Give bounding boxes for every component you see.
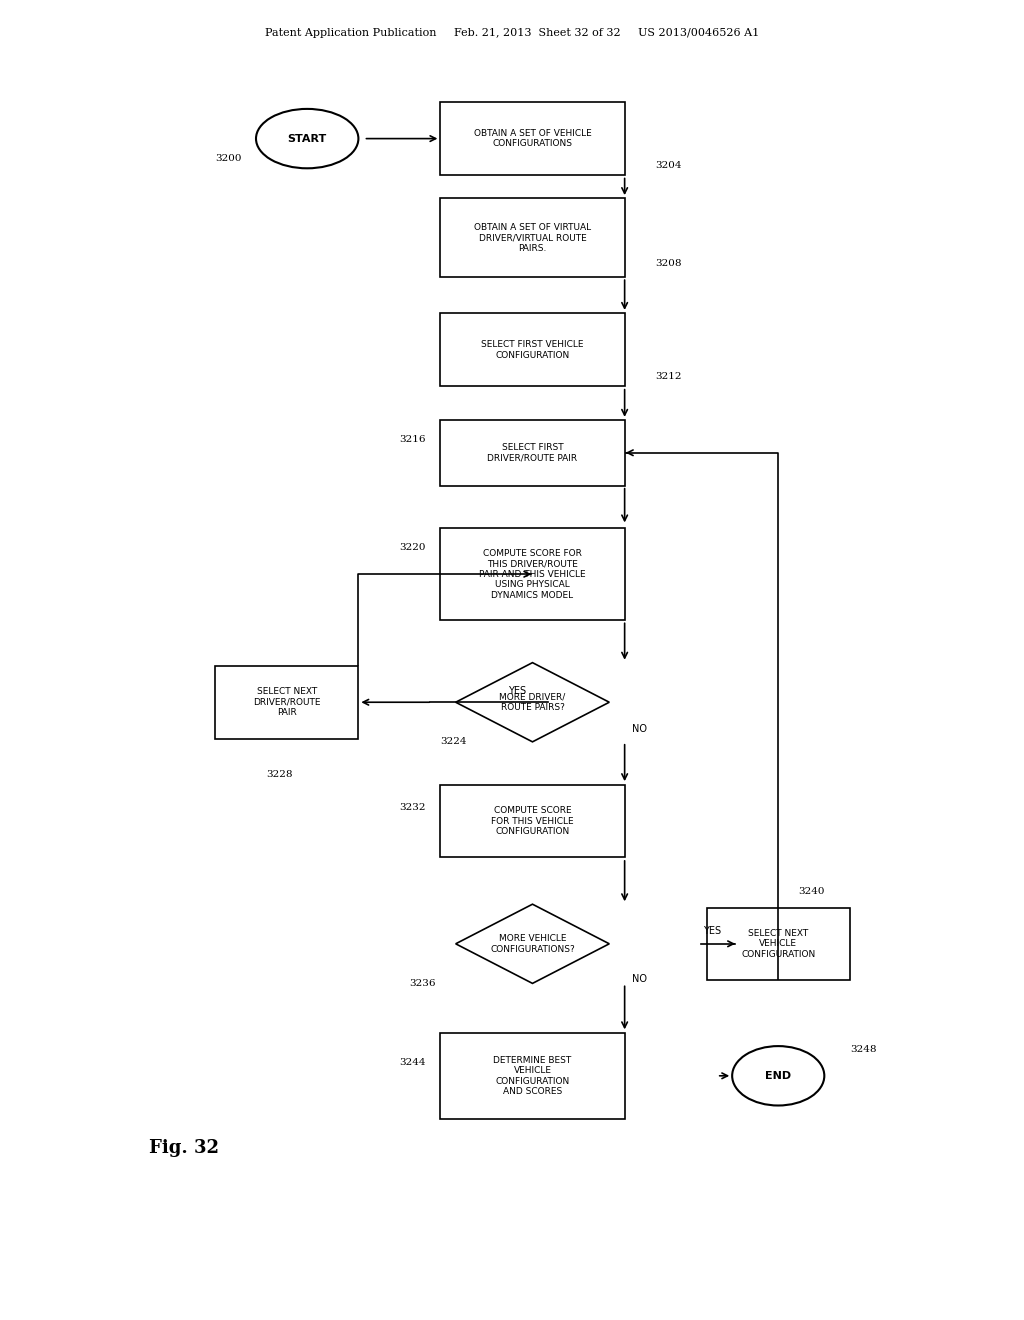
FancyBboxPatch shape	[440, 420, 625, 486]
Text: Patent Application Publication     Feb. 21, 2013  Sheet 32 of 32     US 2013/004: Patent Application Publication Feb. 21, …	[265, 28, 759, 38]
Text: 3240: 3240	[799, 887, 825, 895]
FancyBboxPatch shape	[215, 667, 358, 739]
Text: OBTAIN A SET OF VEHICLE
CONFIGURATIONS: OBTAIN A SET OF VEHICLE CONFIGURATIONS	[474, 129, 591, 148]
Text: 3200: 3200	[215, 154, 242, 162]
Text: MORE DRIVER/
ROUTE PAIRS?: MORE DRIVER/ ROUTE PAIRS?	[500, 693, 565, 711]
Text: 3224: 3224	[440, 738, 467, 746]
Text: 3204: 3204	[655, 161, 682, 169]
Text: 3228: 3228	[266, 771, 293, 779]
FancyBboxPatch shape	[440, 103, 625, 174]
Text: NO: NO	[632, 723, 647, 734]
FancyBboxPatch shape	[440, 313, 625, 385]
FancyBboxPatch shape	[440, 198, 625, 277]
Text: 3236: 3236	[410, 979, 436, 987]
Ellipse shape	[256, 108, 358, 168]
Text: DETERMINE BEST
VEHICLE
CONFIGURATION
AND SCORES: DETERMINE BEST VEHICLE CONFIGURATION AND…	[494, 1056, 571, 1096]
FancyBboxPatch shape	[707, 908, 850, 979]
Text: START: START	[288, 133, 327, 144]
Text: 3208: 3208	[655, 260, 682, 268]
Text: 3244: 3244	[399, 1059, 426, 1067]
Text: SELECT FIRST VEHICLE
CONFIGURATION: SELECT FIRST VEHICLE CONFIGURATION	[481, 341, 584, 359]
Text: 3216: 3216	[399, 436, 426, 444]
Text: 3212: 3212	[655, 372, 682, 380]
Text: OBTAIN A SET OF VIRTUAL
DRIVER/VIRTUAL ROUTE
PAIRS.: OBTAIN A SET OF VIRTUAL DRIVER/VIRTUAL R…	[474, 223, 591, 252]
Text: END: END	[765, 1071, 792, 1081]
Text: 3248: 3248	[850, 1045, 877, 1053]
Text: 3220: 3220	[399, 544, 426, 552]
Polygon shape	[456, 904, 609, 983]
Ellipse shape	[732, 1045, 824, 1106]
Text: Fig. 32: Fig. 32	[150, 1139, 219, 1158]
Text: COMPUTE SCORE FOR
THIS DRIVER/ROUTE
PAIR AND THIS VEHICLE
USING PHYSICAL
DYNAMIC: COMPUTE SCORE FOR THIS DRIVER/ROUTE PAIR…	[479, 549, 586, 599]
Text: MORE VEHICLE
CONFIGURATIONS?: MORE VEHICLE CONFIGURATIONS?	[490, 935, 574, 953]
Text: SELECT NEXT
DRIVER/ROUTE
PAIR: SELECT NEXT DRIVER/ROUTE PAIR	[253, 688, 321, 717]
Text: SELECT FIRST
DRIVER/ROUTE PAIR: SELECT FIRST DRIVER/ROUTE PAIR	[487, 444, 578, 462]
FancyBboxPatch shape	[440, 784, 625, 858]
FancyBboxPatch shape	[440, 528, 625, 620]
Text: YES: YES	[702, 925, 721, 936]
Text: COMPUTE SCORE
FOR THIS VEHICLE
CONFIGURATION: COMPUTE SCORE FOR THIS VEHICLE CONFIGURA…	[492, 807, 573, 836]
FancyBboxPatch shape	[440, 1032, 625, 1119]
Text: YES: YES	[508, 685, 526, 696]
Polygon shape	[456, 663, 609, 742]
Text: SELECT NEXT
VEHICLE
CONFIGURATION: SELECT NEXT VEHICLE CONFIGURATION	[741, 929, 815, 958]
Text: NO: NO	[632, 974, 647, 985]
Text: 3232: 3232	[399, 804, 426, 812]
